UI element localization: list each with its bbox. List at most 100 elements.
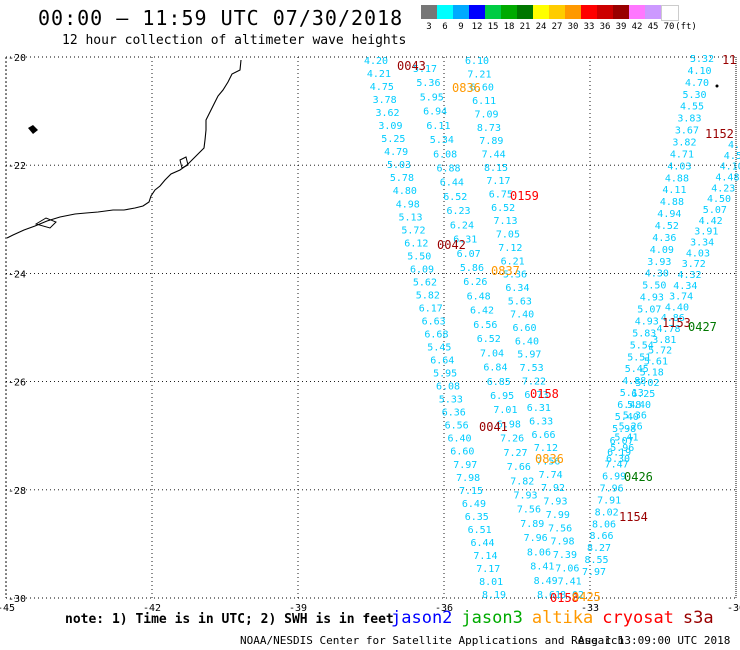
swh-value: 4.42 <box>699 216 723 227</box>
pass-time-label: 0158 <box>530 387 559 401</box>
swh-value: 4.20 <box>364 56 388 67</box>
pass-time-label: 0043 <box>397 59 426 73</box>
swh-value: 7.89 <box>479 136 503 147</box>
swh-value: 7.26 <box>500 434 524 445</box>
pass-time-label: 11 <box>722 53 736 67</box>
swh-value: 6.60 <box>450 447 474 458</box>
swh-value: 4.03 <box>686 248 710 259</box>
swh-value: 7.93 <box>514 491 538 502</box>
swh-value: 6.48 <box>467 292 491 303</box>
swh-value: 6.19 <box>607 448 631 459</box>
scale-label: 9 <box>458 22 464 32</box>
swh-value: 5.02 <box>635 378 659 389</box>
scale-swatch <box>533 5 549 19</box>
footer-note: note: 1) Time is in UTC; 2) SWH is in fe… <box>65 612 394 627</box>
swh-value: 7.66 <box>507 462 531 473</box>
swh-value: 6.21 <box>501 256 525 267</box>
swh-value: 4.55 <box>680 102 704 113</box>
lon-tick-label: -36 <box>435 603 453 614</box>
pass-time-label: 0158 <box>550 591 579 605</box>
swh-value: 7.82 <box>510 476 534 487</box>
swh-value: 6.33 <box>529 417 553 428</box>
swh-value: 8.01 <box>479 577 503 588</box>
swh-value: 5.40 <box>615 412 639 423</box>
coastline-path <box>6 59 242 239</box>
swh-value: 4.21 <box>367 69 391 80</box>
swh-value: 4.30 <box>645 269 669 280</box>
swh-value: 5.78 <box>390 173 414 184</box>
swh-value: 7.04 <box>480 348 504 359</box>
swh-value: 7.53 <box>520 363 544 374</box>
swh-value: 6.63 <box>422 317 446 328</box>
lat-tick-label: -24 <box>8 269 26 280</box>
scale-label: 15 <box>487 22 499 32</box>
swh-value: 3.34 <box>690 237 714 248</box>
swh-value: 5.13 <box>620 388 644 399</box>
swh-value: 6.56 <box>473 320 497 331</box>
swh-value: 7.05 <box>496 230 520 241</box>
swh-value: 3.81 <box>652 335 676 346</box>
lon-tick-label: -42 <box>143 603 161 614</box>
swh-value: 3.74 <box>669 292 693 303</box>
swh-value: 8.06 <box>592 519 616 530</box>
swh-value: 5.83 <box>632 328 656 339</box>
pass-time-label: 0836 <box>452 81 481 95</box>
swh-value: 6.34 <box>505 283 529 294</box>
swh-value: 7.21 <box>467 69 491 80</box>
swh-value: 6.36 <box>442 408 466 419</box>
swh-value: 4.71 <box>670 149 694 160</box>
swh-value: 6.60 <box>470 83 494 94</box>
swh-value: 7.93 <box>543 497 567 508</box>
swh-value: 4.10 <box>720 162 740 173</box>
swh-value: 5.36 <box>623 411 647 422</box>
swh-value: 6.52 <box>477 334 501 345</box>
wave-height-tracks: 4.20 4.21 4.75 3.78 3.62 3.09 5.25 4.79 5.03 5.78… <box>364 54 740 601</box>
swh-value: 4.75 <box>370 82 394 93</box>
bay-shape <box>34 217 57 229</box>
swh-value: 6.35 <box>465 512 489 523</box>
swh-value: 4.11 <box>662 185 686 196</box>
swh-value: 4.48 <box>715 173 739 184</box>
swh-value: 5.36 <box>416 78 440 89</box>
swh-value: 6.26 <box>463 277 487 288</box>
pass-time-label: 0159 <box>510 189 539 203</box>
pass-time-label: 1152 <box>705 127 734 141</box>
swh-value: 6.94 <box>423 107 447 118</box>
pass-time-label: 1153 <box>662 316 691 330</box>
swh-value: 5.07 <box>637 305 661 316</box>
swh-value: 4.93 <box>635 317 659 328</box>
swh-value: 6.31 <box>453 235 477 246</box>
credit-text: NOAA/NESDIS Center for Satellite Applica… <box>240 634 625 647</box>
swh-value: 7.13 <box>494 216 518 227</box>
scale-swatch <box>581 5 597 19</box>
swh-value: 6.24 <box>450 220 474 231</box>
swh-value: 7.56 <box>517 505 541 516</box>
scale-label: 6 <box>442 22 448 32</box>
swh-value: 8.41 <box>530 562 554 573</box>
swh-value: 3.62 <box>376 108 400 119</box>
pass-time-label: 0425 <box>572 590 601 604</box>
swh-value: 4.93 <box>640 293 664 304</box>
swh-value: 3.82 <box>672 138 696 149</box>
swh-value: 8.02 <box>595 507 619 518</box>
pass-time-label: 0041 <box>479 420 508 434</box>
swh-value: 5.17 <box>413 64 437 75</box>
swh-value: 5.62 <box>413 277 437 288</box>
scale-unit: (ft) <box>675 22 697 32</box>
legend-altika: altika <box>531 608 594 628</box>
scale-label: 36 <box>599 22 611 32</box>
scale-swatch <box>517 5 533 19</box>
swh-value: 6.31 <box>527 403 551 414</box>
legend-jason2: jason2 <box>391 608 453 628</box>
chart-title: 00:00 – 11:59 UTC 07/30/2018 <box>38 6 404 30</box>
pass-time-label: 0427 <box>688 320 717 334</box>
swh-value: 7.15 <box>459 486 483 497</box>
swh-value: 4.70 <box>685 78 709 89</box>
swh-value: 4.34 <box>673 281 697 292</box>
swh-value: 7.97 <box>582 567 606 578</box>
scale-swatch <box>485 5 501 19</box>
swh-value: 7.96 <box>600 484 624 495</box>
swh-value: 8.02 <box>560 590 584 601</box>
scale-swatch <box>613 5 629 19</box>
